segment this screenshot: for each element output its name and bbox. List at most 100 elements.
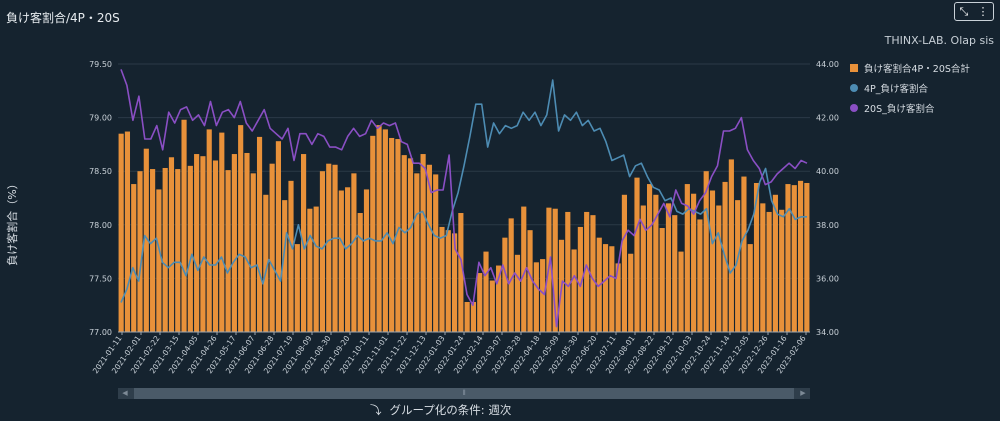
bar[interactable] [521,206,527,332]
bar[interactable] [137,171,143,332]
bar[interactable] [414,173,420,332]
bar[interactable] [508,218,514,332]
bar[interactable] [691,193,697,332]
bar[interactable] [584,211,590,332]
scroll-right-arrow-icon[interactable]: ▶ [800,389,806,397]
bar[interactable] [458,213,464,332]
bar[interactable] [791,185,797,332]
bar[interactable] [307,208,313,332]
bar[interactable] [256,136,263,332]
bar[interactable] [634,177,640,332]
bar[interactable] [445,230,451,332]
legend-item-20s[interactable]: 20S_負け客割合 [850,98,970,118]
bar[interactable] [332,164,338,332]
bar[interactable] [621,194,627,332]
bar[interactable] [703,171,709,332]
bar[interactable] [244,152,250,332]
bar[interactable] [231,154,237,332]
bar[interactable] [407,158,414,332]
bar[interactable] [647,184,653,332]
scroll-thumb[interactable]: ⦀ [134,388,794,399]
bar[interactable] [678,251,684,332]
bar[interactable] [168,157,175,332]
bar[interactable] [628,253,634,332]
bar[interactable] [118,133,124,332]
bar[interactable] [219,132,225,332]
bar[interactable] [502,237,508,332]
bar[interactable] [483,251,489,332]
bar[interactable] [263,194,269,332]
bar[interactable] [124,131,131,332]
bar[interactable] [150,169,156,332]
bar[interactable] [345,187,351,332]
bar[interactable] [772,194,778,332]
bar[interactable] [181,119,187,332]
bar[interactable] [143,148,149,332]
bar[interactable] [370,135,376,332]
bar[interactable] [326,163,332,332]
bar[interactable] [451,233,458,332]
bar[interactable] [577,226,583,332]
bar[interactable] [779,209,785,332]
legend-item-4p[interactable]: 4P_負け客割合 [850,78,970,98]
group-by-control[interactable]: ⤵ グループ化の条件: 週次 [370,402,511,418]
bar[interactable] [489,280,495,332]
bar[interactable] [206,129,212,332]
bar[interactable] [363,189,370,332]
bar[interactable] [162,167,168,332]
bar[interactable] [785,184,791,332]
bar[interactable] [496,265,502,332]
scroll-left-arrow-icon[interactable]: ◀ [122,389,128,397]
bar[interactable] [709,190,716,332]
bar[interactable] [659,228,665,332]
bar[interactable] [640,205,646,332]
bar[interactable] [225,170,231,332]
bar[interactable] [804,182,810,332]
bar[interactable] [420,154,426,332]
bar[interactable] [672,215,678,332]
bar[interactable] [187,165,193,332]
bar[interactable] [609,246,615,332]
bar[interactable] [238,125,244,332]
bar[interactable] [376,125,382,332]
bar[interactable] [175,169,181,332]
bar[interactable] [728,159,734,332]
bar[interactable] [684,184,690,332]
bar[interactable] [288,180,294,332]
bar[interactable] [477,273,483,332]
bar[interactable] [433,174,439,332]
bar[interactable] [527,230,533,332]
bar[interactable] [319,171,326,332]
bar[interactable] [470,301,477,332]
bar[interactable] [357,213,363,332]
bar[interactable] [338,190,344,332]
bar[interactable] [716,205,722,332]
bar[interactable] [156,189,162,332]
bar[interactable] [797,180,804,332]
bar[interactable] [753,182,760,332]
bar[interactable] [282,200,288,332]
bar[interactable] [760,203,766,332]
bar[interactable] [389,137,395,332]
bar[interactable] [200,156,206,332]
more-options-icon[interactable]: ⋮ [977,5,989,18]
bar[interactable] [552,208,558,332]
bar[interactable] [590,215,596,332]
bar[interactable] [665,203,672,332]
bar[interactable] [426,164,432,332]
bar[interactable] [747,244,753,332]
legend-item-total[interactable]: 負け客割合4P・20S合計 [850,58,970,78]
bar[interactable] [464,301,470,332]
bar[interactable] [735,200,741,332]
bar[interactable] [395,139,401,332]
bar[interactable] [275,141,281,332]
bar[interactable] [269,163,275,332]
bar[interactable] [294,244,300,332]
bar[interactable] [351,173,357,332]
bar[interactable] [540,259,546,332]
bar[interactable] [615,263,621,332]
bar[interactable] [382,129,388,332]
bar[interactable] [766,211,772,332]
bar[interactable] [571,249,577,332]
line-4p[interactable] [120,79,807,303]
